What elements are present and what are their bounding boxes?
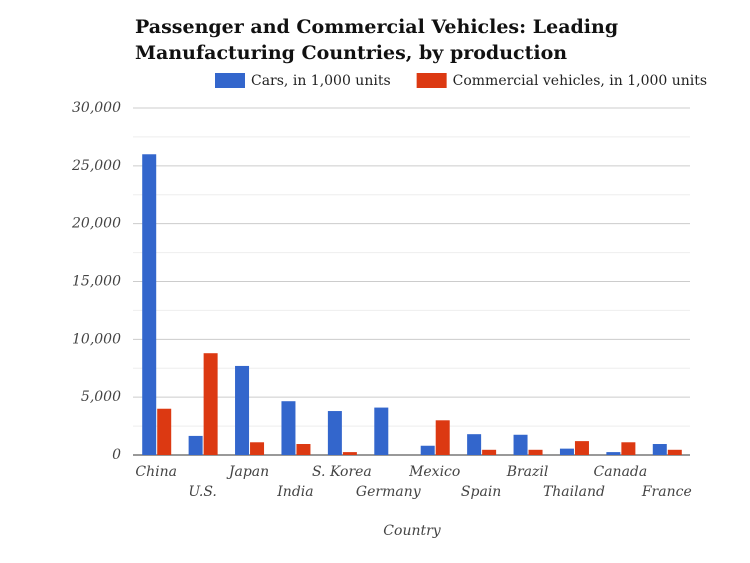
bar: [374, 407, 389, 455]
bar: [420, 445, 435, 455]
bar: [652, 444, 667, 455]
x-tick-label: U.S.: [188, 484, 217, 500]
bar: [157, 408, 172, 455]
bar: [513, 434, 528, 455]
chart-title: Passenger and Commercial Vehicles: Leadi…: [135, 16, 618, 38]
bar: [574, 441, 589, 455]
y-tick-label: 10,000: [72, 331, 121, 347]
x-tick-label: Japan: [226, 464, 269, 480]
bar: [296, 444, 311, 455]
bar: [435, 420, 450, 455]
legend-label: Cars, in 1,000 units: [251, 73, 391, 89]
x-axis-label: Country: [383, 523, 441, 539]
x-tick-label: India: [276, 484, 313, 500]
bar: [250, 442, 265, 455]
x-tick-label: S. Korea: [312, 464, 372, 480]
bar: [559, 448, 574, 455]
bar: [621, 442, 636, 455]
x-tick-label: China: [135, 464, 177, 480]
bar: [467, 434, 482, 455]
bar: [235, 365, 250, 455]
chart-title: Manufacturing Countries, by production: [135, 42, 567, 64]
y-tick-label: 5,000: [81, 389, 121, 405]
y-tick-label: 20,000: [71, 216, 121, 232]
bar: [327, 411, 342, 455]
x-tick-label: Thailand: [543, 484, 605, 500]
legend-label: Commercial vehicles, in 1,000 units: [453, 73, 707, 89]
bar: [142, 154, 157, 455]
bar: [281, 401, 296, 455]
bar: [482, 449, 497, 455]
y-tick-label: 15,000: [72, 274, 121, 290]
bar: [606, 452, 621, 455]
bar: [342, 452, 357, 455]
bar: [203, 353, 218, 455]
bar: [528, 449, 543, 455]
legend-swatch: [416, 73, 447, 88]
x-tick-label: Spain: [461, 484, 501, 500]
x-tick-label: France: [641, 484, 692, 500]
x-tick-label: Brazil: [506, 464, 549, 480]
y-tick-label: 25,000: [71, 158, 121, 174]
y-tick-label: 30,000: [72, 100, 121, 116]
x-tick-label: Germany: [356, 484, 422, 500]
bar: [188, 435, 203, 455]
x-tick-label: Canada: [594, 464, 648, 480]
x-tick-label: Mexico: [408, 464, 460, 480]
y-tick-label: 0: [112, 447, 121, 463]
legend-swatch: [215, 73, 245, 88]
bar: [667, 449, 682, 455]
